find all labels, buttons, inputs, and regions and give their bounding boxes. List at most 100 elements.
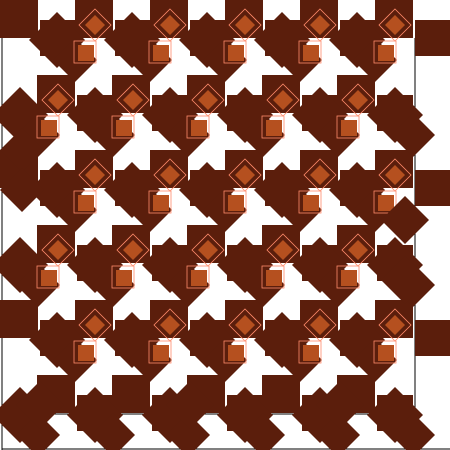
accent-diamond-tile	[160, 15, 180, 35]
dark-diamond-tile	[391, 413, 435, 450]
outline-square	[223, 40, 247, 64]
outline-diamond	[41, 233, 75, 267]
accent-square-tile	[116, 270, 132, 286]
outline-square	[73, 40, 97, 64]
dark-diamond-tile	[241, 413, 285, 450]
accent-diamond-tile	[348, 240, 368, 260]
outline-diamond	[303, 158, 337, 192]
accent-square-tile	[116, 120, 132, 136]
accent-diamond-tile	[198, 90, 218, 110]
dark-diamond-tile	[316, 381, 364, 429]
dark-square-tile	[0, 0, 38, 38]
accent-diamond-tile	[385, 165, 405, 185]
dark-diamond-tile	[0, 128, 44, 172]
outline-diamond	[116, 83, 150, 117]
accent-diamond-tile	[235, 15, 255, 35]
outline-diamond	[303, 8, 337, 42]
outline-diamond	[378, 8, 412, 42]
dark-square-tile	[262, 375, 300, 413]
accent-diamond-tile	[48, 90, 68, 110]
accent-diamond-tile	[85, 315, 105, 335]
outline-square	[36, 115, 60, 139]
outline-diamond	[228, 8, 262, 42]
dark-square-tile	[415, 20, 450, 56]
outline-square	[298, 190, 322, 214]
outline-square	[186, 265, 210, 289]
outline-diamond	[191, 233, 225, 267]
accent-square-tile	[266, 120, 282, 136]
outline-diamond	[78, 308, 112, 342]
dark-diamond-tile	[91, 413, 135, 450]
accent-square-tile	[191, 120, 207, 136]
outline-square	[148, 40, 172, 64]
accent-diamond-tile	[310, 15, 330, 35]
accent-diamond-tile	[123, 240, 143, 260]
accent-square-tile	[228, 45, 244, 61]
accent-diamond-tile	[85, 165, 105, 185]
dark-square-tile	[415, 320, 450, 356]
accent-diamond-tile	[123, 90, 143, 110]
accent-square-tile	[303, 195, 319, 211]
dark-diamond-tile	[16, 381, 64, 429]
outline-diamond	[153, 308, 187, 342]
outline-diamond	[41, 83, 75, 117]
outline-diamond	[191, 83, 225, 117]
accent-square-tile	[378, 195, 394, 211]
dark-diamond-tile	[166, 413, 210, 450]
accent-diamond-tile	[310, 165, 330, 185]
outline-diamond	[266, 233, 300, 267]
accent-square-tile	[303, 345, 319, 361]
dark-diamond-tile	[0, 237, 48, 293]
accent-diamond-tile	[235, 315, 255, 335]
accent-diamond-tile	[385, 315, 405, 335]
accent-square-tile	[378, 345, 394, 361]
outline-square	[111, 265, 135, 289]
outline-diamond	[228, 158, 262, 192]
accent-diamond-tile	[160, 315, 180, 335]
accent-square-tile	[378, 45, 394, 61]
outline-square	[36, 265, 60, 289]
outline-square	[223, 340, 247, 364]
accent-square-tile	[228, 345, 244, 361]
accent-diamond-tile	[160, 165, 180, 185]
accent-diamond-tile	[385, 15, 405, 35]
accent-square-tile	[153, 45, 169, 61]
dark-diamond-tile	[0, 168, 44, 212]
outline-square	[336, 265, 360, 289]
outline-diamond	[116, 233, 150, 267]
outline-diamond	[153, 158, 187, 192]
accent-square-tile	[78, 195, 94, 211]
accent-diamond-tile	[235, 165, 255, 185]
outline-square	[148, 340, 172, 364]
accent-diamond-tile	[273, 240, 293, 260]
accent-square-tile	[228, 195, 244, 211]
outline-diamond	[266, 83, 300, 117]
outline-diamond	[78, 158, 112, 192]
dark-square-tile	[415, 170, 450, 206]
outline-diamond	[341, 233, 375, 267]
dark-diamond-tile	[381, 256, 429, 304]
outline-diamond	[228, 308, 262, 342]
accent-square-tile	[41, 270, 57, 286]
outline-square	[223, 190, 247, 214]
dark-diamond-tile	[166, 381, 214, 429]
accent-diamond-tile	[273, 90, 293, 110]
dark-diamond-tile	[316, 413, 360, 450]
outline-diamond	[341, 83, 375, 117]
dark-diamond-tile	[381, 196, 429, 244]
accent-diamond-tile	[348, 90, 368, 110]
outline-diamond	[78, 8, 112, 42]
outline-diamond	[378, 158, 412, 192]
dark-square-tile	[112, 375, 150, 413]
outline-diamond	[303, 308, 337, 342]
outline-square	[73, 340, 97, 364]
accent-square-tile	[153, 345, 169, 361]
accent-square-tile	[41, 120, 57, 136]
outline-square	[111, 115, 135, 139]
accent-square-tile	[153, 195, 169, 211]
dark-diamond-tile	[391, 113, 435, 157]
outline-square	[298, 40, 322, 64]
dark-square-tile	[0, 300, 38, 338]
outline-square	[73, 190, 97, 214]
